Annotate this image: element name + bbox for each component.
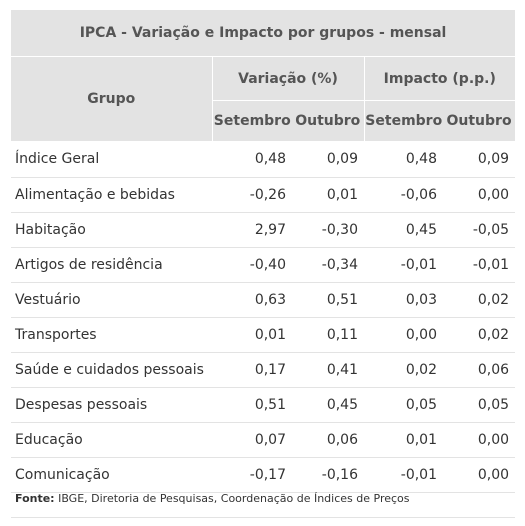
table-row: Despesas pessoais 0,51 0,45 0,05 0,05 xyxy=(11,387,516,423)
cell-impacto-setembro: -0,01 xyxy=(364,457,443,493)
cell-grupo: Saúde e cuidados pessoais xyxy=(11,352,212,388)
cell-grupo: Transportes xyxy=(11,317,212,353)
table-title: IPCA - Variação e Impacto por grupos - m… xyxy=(11,10,516,57)
cell-grupo: Comunicação xyxy=(11,457,212,493)
cell-variacao-outubro: 0,11 xyxy=(292,317,364,353)
table-row: Comunicação -0,17 -0,16 -0,01 0,00 xyxy=(11,457,516,493)
cell-variacao-outubro: 0,09 xyxy=(292,141,364,178)
cell-impacto-setembro: 0,00 xyxy=(364,317,443,353)
cell-impacto-outubro: 0,00 xyxy=(443,422,516,458)
cell-grupo: Educação xyxy=(11,422,212,458)
cell-impacto-setembro: 0,05 xyxy=(364,387,443,423)
cell-impacto-outubro: 0,00 xyxy=(443,457,516,493)
cell-impacto-setembro: 0,45 xyxy=(364,212,443,248)
table-row: Vestuário 0,63 0,51 0,03 0,02 xyxy=(11,282,516,318)
cell-variacao-outubro: 0,51 xyxy=(292,282,364,318)
cell-impacto-outubro: 0,05 xyxy=(443,387,516,423)
source-label: Fonte: xyxy=(15,492,55,505)
ipca-table-container: IPCA - Variação e Impacto por grupos - m… xyxy=(11,10,516,493)
table-body: Índice Geral 0,48 0,09 0,48 0,09 Alimentação … xyxy=(11,141,516,493)
bottom-divider xyxy=(11,517,515,518)
cell-variacao-outubro: 0,45 xyxy=(292,387,364,423)
header-variacao-outubro: Outubro xyxy=(292,100,365,141)
cell-impacto-setembro: 0,03 xyxy=(364,282,443,318)
cell-impacto-setembro: 0,48 xyxy=(364,141,443,178)
cell-variacao-setembro: -0,17 xyxy=(212,457,292,493)
source-text: IBGE, Diretoria de Pesquisas, Coordenaçã… xyxy=(54,492,410,505)
table-row: Transportes 0,01 0,11 0,00 0,02 xyxy=(11,317,516,353)
cell-grupo: Artigos de residência xyxy=(11,247,212,283)
source-note: Fonte: IBGE, Diretoria de Pesquisas, Coo… xyxy=(15,492,410,505)
cell-impacto-outubro: 0,06 xyxy=(443,352,516,388)
cell-grupo: Habitação xyxy=(11,212,212,248)
cell-variacao-setembro: 2,97 xyxy=(212,212,292,248)
cell-impacto-setembro: -0,01 xyxy=(364,247,443,283)
cell-impacto-outubro: 0,02 xyxy=(443,317,516,353)
table-row: Alimentação e bebidas -0,26 0,01 -0,06 0,00 xyxy=(11,177,516,213)
cell-impacto-outubro: 0,02 xyxy=(443,282,516,318)
cell-grupo: Índice Geral xyxy=(11,141,212,178)
cell-variacao-setembro: 0,07 xyxy=(212,422,292,458)
cell-impacto-outubro: -0,01 xyxy=(443,247,516,283)
cell-variacao-setembro: 0,48 xyxy=(212,141,292,178)
cell-variacao-setembro: 0,01 xyxy=(212,317,292,353)
cell-impacto-outubro: 0,09 xyxy=(443,141,516,178)
header-impacto-setembro: Setembro xyxy=(364,100,443,141)
cell-grupo: Alimentação e bebidas xyxy=(11,177,212,213)
cell-variacao-setembro: -0,26 xyxy=(212,177,292,213)
cell-variacao-outubro: -0,30 xyxy=(292,212,364,248)
cell-variacao-outubro: 0,41 xyxy=(292,352,364,388)
table-row: Saúde e cuidados pessoais 0,17 0,41 0,02 0,0… xyxy=(11,352,516,388)
cell-variacao-outubro: 0,01 xyxy=(292,177,364,213)
cell-variacao-setembro: -0,40 xyxy=(212,247,292,283)
table-row: Habitação 2,97 -0,30 0,45 -0,05 xyxy=(11,212,516,248)
header-variacao: Variação (%) xyxy=(212,56,365,101)
header-grupo: Grupo xyxy=(11,56,213,141)
cell-impacto-setembro: 0,01 xyxy=(364,422,443,458)
table-row: Educação 0,07 0,06 0,01 0,00 xyxy=(11,422,516,458)
header-impacto-outubro: Outubro xyxy=(443,100,516,141)
cell-variacao-outubro: -0,16 xyxy=(292,457,364,493)
table-row: Índice Geral 0,48 0,09 0,48 0,09 xyxy=(11,141,516,178)
cell-impacto-outubro: -0,05 xyxy=(443,212,516,248)
cell-variacao-setembro: 0,51 xyxy=(212,387,292,423)
cell-impacto-setembro: 0,02 xyxy=(364,352,443,388)
cell-impacto-outubro: 0,00 xyxy=(443,177,516,213)
cell-grupo: Vestuário xyxy=(11,282,212,318)
cell-impacto-setembro: -0,06 xyxy=(364,177,443,213)
header-variacao-setembro: Setembro xyxy=(212,100,292,141)
cell-variacao-setembro: 0,17 xyxy=(212,352,292,388)
header-impacto: Impacto (p.p.) xyxy=(364,56,516,101)
cell-grupo: Despesas pessoais xyxy=(11,387,212,423)
cell-variacao-outubro: 0,06 xyxy=(292,422,364,458)
cell-variacao-setembro: 0,63 xyxy=(212,282,292,318)
cell-variacao-outubro: -0,34 xyxy=(292,247,364,283)
table-row: Artigos de residência -0,40 -0,34 -0,01 -0,0… xyxy=(11,247,516,283)
ipca-table: IPCA - Variação e Impacto por grupos - m… xyxy=(11,10,516,493)
